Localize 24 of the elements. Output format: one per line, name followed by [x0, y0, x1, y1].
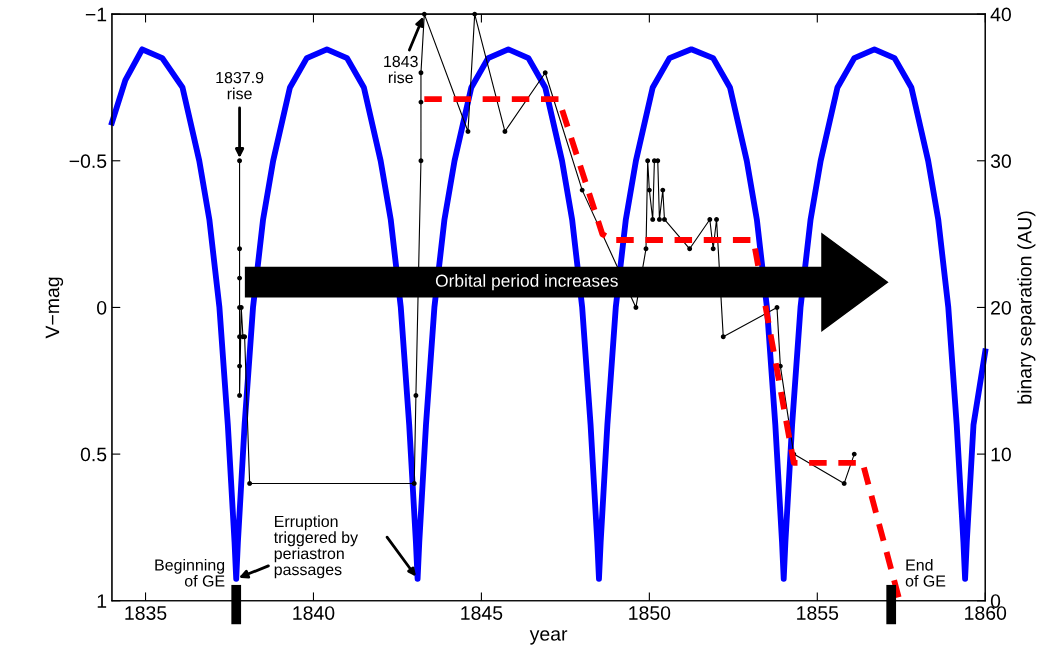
x-tick-label: 1850 — [629, 606, 671, 620]
y-tick-label: 0.5 — [80, 447, 107, 462]
x-tick-label: 1860 — [965, 606, 1007, 620]
y-tick-label: 1 — [97, 594, 107, 608]
x-tick-label: 1845 — [461, 606, 503, 620]
annotation: Orbital period increases — [435, 274, 618, 291]
y-tick-label: −0.5 — [69, 154, 107, 169]
y-axis-title: V−mag — [45, 277, 64, 339]
x-tick-label: 1855 — [797, 606, 839, 620]
annotation: 1837.9 rise — [216, 71, 264, 100]
ref-line-label: End of GE — [905, 558, 946, 587]
ref-line-label: Beginning of GE — [155, 558, 225, 587]
y2-tick-label: 40 — [990, 7, 1011, 22]
annotation: 1843 rise — [384, 55, 418, 84]
y-tick-label: −1 — [85, 7, 107, 22]
y2-tick-label: 10 — [991, 447, 1011, 462]
y2-axis-title: binary separation (AU) — [1017, 211, 1036, 404]
y2-tick-label: 30 — [990, 154, 1011, 169]
x-tick-label: 1835 — [125, 606, 167, 620]
x-tick-label: 1840 — [293, 606, 335, 620]
y2-tick-label: 20 — [991, 300, 1011, 315]
y-tick-label: 0 — [97, 300, 107, 315]
annotation: Erruption triggered by periastron passages — [273, 515, 359, 579]
x-axis-title: year — [529, 630, 568, 645]
